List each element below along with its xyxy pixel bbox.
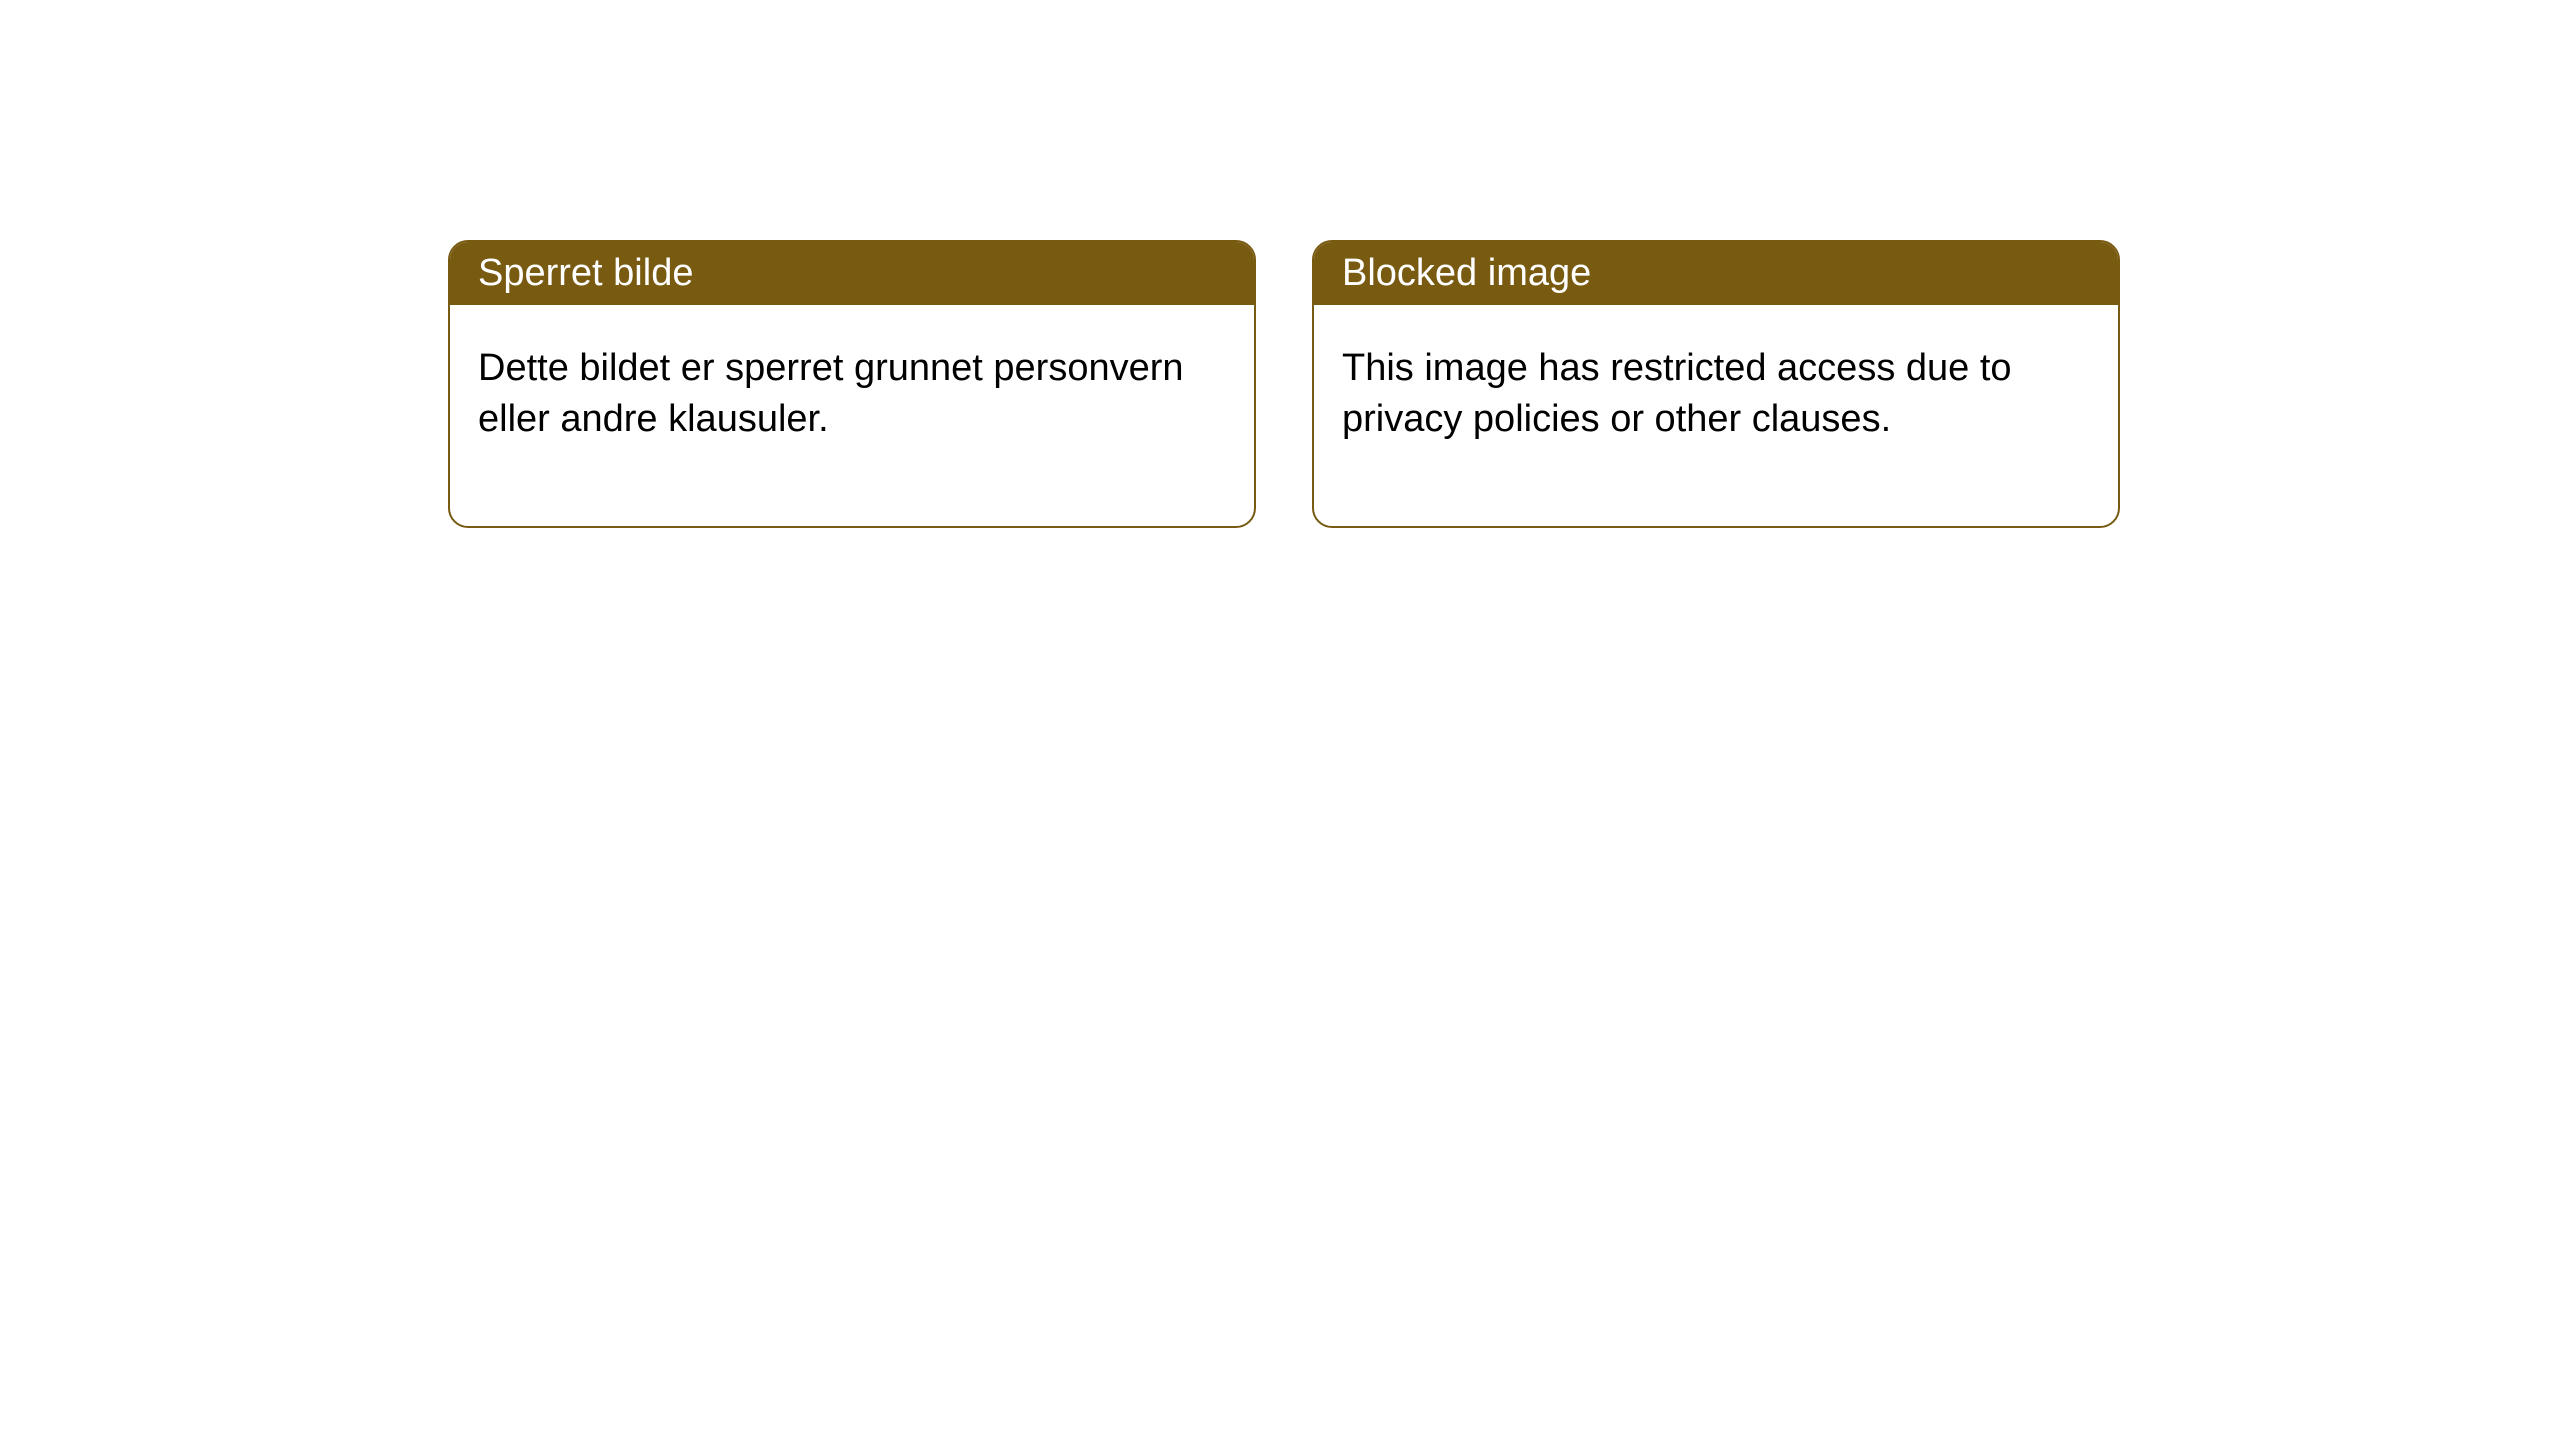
- notice-container: Sperret bilde Dette bildet er sperret gr…: [0, 0, 2560, 528]
- notice-card-title: Sperret bilde: [450, 242, 1254, 305]
- notice-card-title: Blocked image: [1314, 242, 2118, 305]
- notice-card-norwegian: Sperret bilde Dette bildet er sperret gr…: [448, 240, 1256, 528]
- notice-card-body: This image has restricted access due to …: [1314, 305, 2118, 526]
- notice-card-body: Dette bildet er sperret grunnet personve…: [450, 305, 1254, 526]
- notice-card-english: Blocked image This image has restricted …: [1312, 240, 2120, 528]
